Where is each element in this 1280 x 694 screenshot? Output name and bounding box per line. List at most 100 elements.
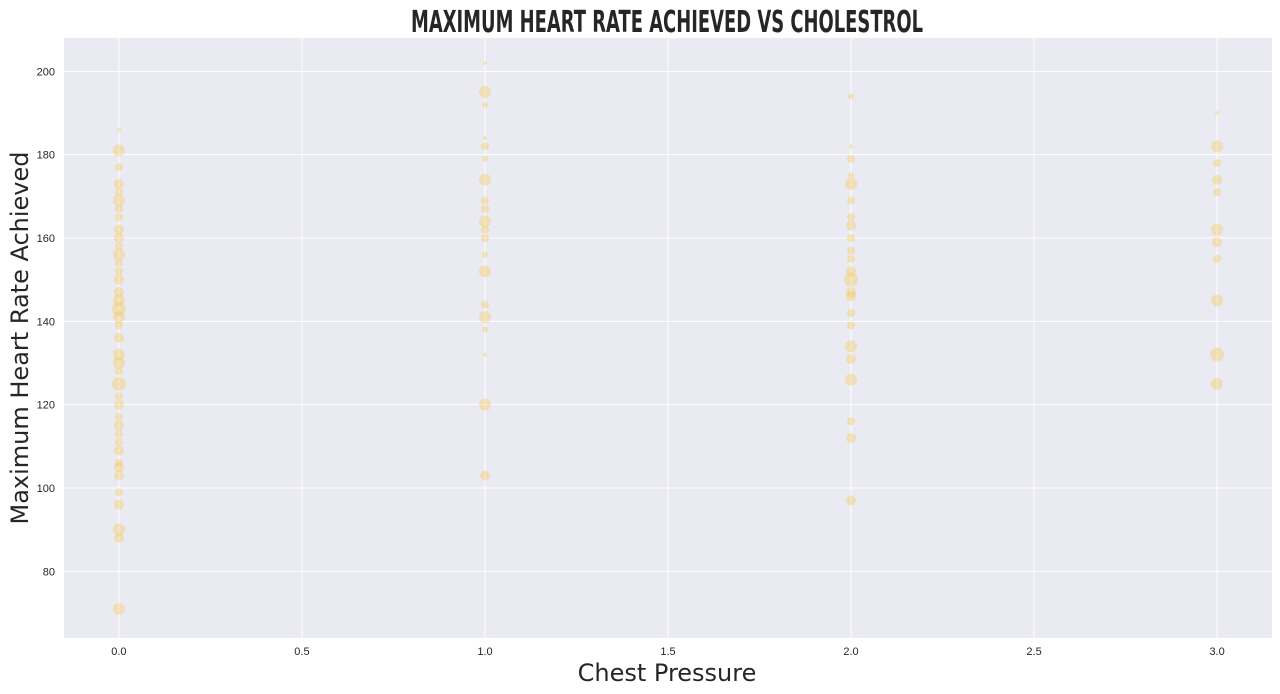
data-point xyxy=(113,462,124,473)
data-point xyxy=(1212,174,1223,185)
data-point xyxy=(112,294,125,307)
data-point xyxy=(114,213,123,222)
data-point xyxy=(1210,347,1225,362)
data-point xyxy=(847,254,856,263)
data-point xyxy=(1213,254,1222,263)
data-point xyxy=(481,101,488,108)
data-point xyxy=(113,445,124,456)
data-point xyxy=(480,196,489,205)
data-point xyxy=(478,311,491,324)
data-point xyxy=(480,234,489,242)
data-point xyxy=(847,321,856,330)
data-point xyxy=(114,392,123,401)
data-point xyxy=(113,333,124,343)
data-point xyxy=(111,376,126,391)
x-tick-label: 3.0 xyxy=(1209,646,1224,658)
data-point xyxy=(113,224,124,235)
y-tick-label: 140 xyxy=(37,316,55,328)
data-point xyxy=(112,602,125,615)
data-point xyxy=(478,215,491,228)
data-point xyxy=(112,248,125,261)
data-point xyxy=(482,136,487,140)
data-point xyxy=(847,154,856,163)
data-point xyxy=(112,357,125,369)
data-point xyxy=(482,352,487,357)
data-point xyxy=(478,398,491,411)
data-point xyxy=(846,291,857,302)
data-point xyxy=(478,173,491,186)
data-point xyxy=(112,144,125,157)
data-point xyxy=(112,523,125,536)
data-point xyxy=(114,438,123,447)
data-point xyxy=(1211,140,1224,153)
data-point xyxy=(1215,111,1220,115)
data-point xyxy=(1213,188,1222,197)
y-tick-label: 120 xyxy=(37,400,55,412)
data-point xyxy=(481,251,488,258)
data-point xyxy=(114,488,123,497)
data-point xyxy=(1211,223,1224,236)
data-point xyxy=(1213,159,1222,167)
grid xyxy=(64,38,1272,638)
data-point xyxy=(844,272,859,287)
x-tick-label: 1.0 xyxy=(477,646,492,658)
x-tick-labels: 0.0 0.5 1.0 1.5 2.0 2.5 3.0 xyxy=(111,646,1224,658)
x-tick-label: 0.0 xyxy=(111,646,126,658)
y-axis-label: Maximum Heart Rate Achieved xyxy=(6,151,34,524)
y-tick-label: 160 xyxy=(37,233,55,245)
data-point xyxy=(845,373,858,386)
data-points xyxy=(111,61,1225,615)
data-point xyxy=(114,267,123,276)
data-point xyxy=(114,163,123,172)
data-point xyxy=(481,155,488,162)
x-tick-label: 2.0 xyxy=(843,646,858,658)
data-point xyxy=(114,413,123,422)
data-point xyxy=(846,220,857,231)
data-point xyxy=(112,311,125,324)
data-point xyxy=(847,309,856,317)
data-point xyxy=(113,420,124,431)
data-point xyxy=(114,188,123,197)
data-point xyxy=(111,301,126,316)
data-point xyxy=(113,233,124,243)
data-point xyxy=(480,300,489,309)
data-point xyxy=(845,177,858,190)
data-point xyxy=(846,266,857,277)
data-point xyxy=(847,196,856,205)
x-tick-label: 0.5 xyxy=(294,646,309,658)
data-point xyxy=(1211,377,1224,390)
y-tick-label: 180 xyxy=(37,150,55,162)
data-point xyxy=(846,433,857,443)
data-point xyxy=(114,429,123,438)
data-point xyxy=(846,287,857,298)
data-point xyxy=(114,204,123,213)
data-point xyxy=(113,274,124,285)
data-point xyxy=(481,326,488,333)
data-point xyxy=(113,499,124,510)
data-point xyxy=(116,127,121,132)
chart-title: MAXIMUM HEART RATE ACHIEVED VS CHOLESTRO… xyxy=(411,5,923,40)
data-point xyxy=(846,353,857,364)
data-point xyxy=(114,367,123,376)
data-point xyxy=(1211,294,1224,307)
data-point xyxy=(848,172,855,179)
x-tick-label: 2.5 xyxy=(1026,646,1041,658)
data-point xyxy=(480,204,489,213)
data-point xyxy=(114,459,123,467)
data-point xyxy=(114,259,123,267)
data-point xyxy=(847,246,856,255)
data-point xyxy=(847,234,856,242)
x-tick-label: 1.5 xyxy=(660,646,675,658)
data-point xyxy=(478,265,491,278)
y-tick-label: 80 xyxy=(43,566,55,578)
data-point xyxy=(113,399,124,410)
data-point xyxy=(112,194,125,207)
data-point xyxy=(846,495,857,506)
data-point xyxy=(114,321,123,330)
data-point xyxy=(845,340,858,353)
data-point xyxy=(112,348,125,361)
data-point xyxy=(847,213,856,222)
data-point xyxy=(480,142,489,151)
data-point xyxy=(479,470,490,481)
